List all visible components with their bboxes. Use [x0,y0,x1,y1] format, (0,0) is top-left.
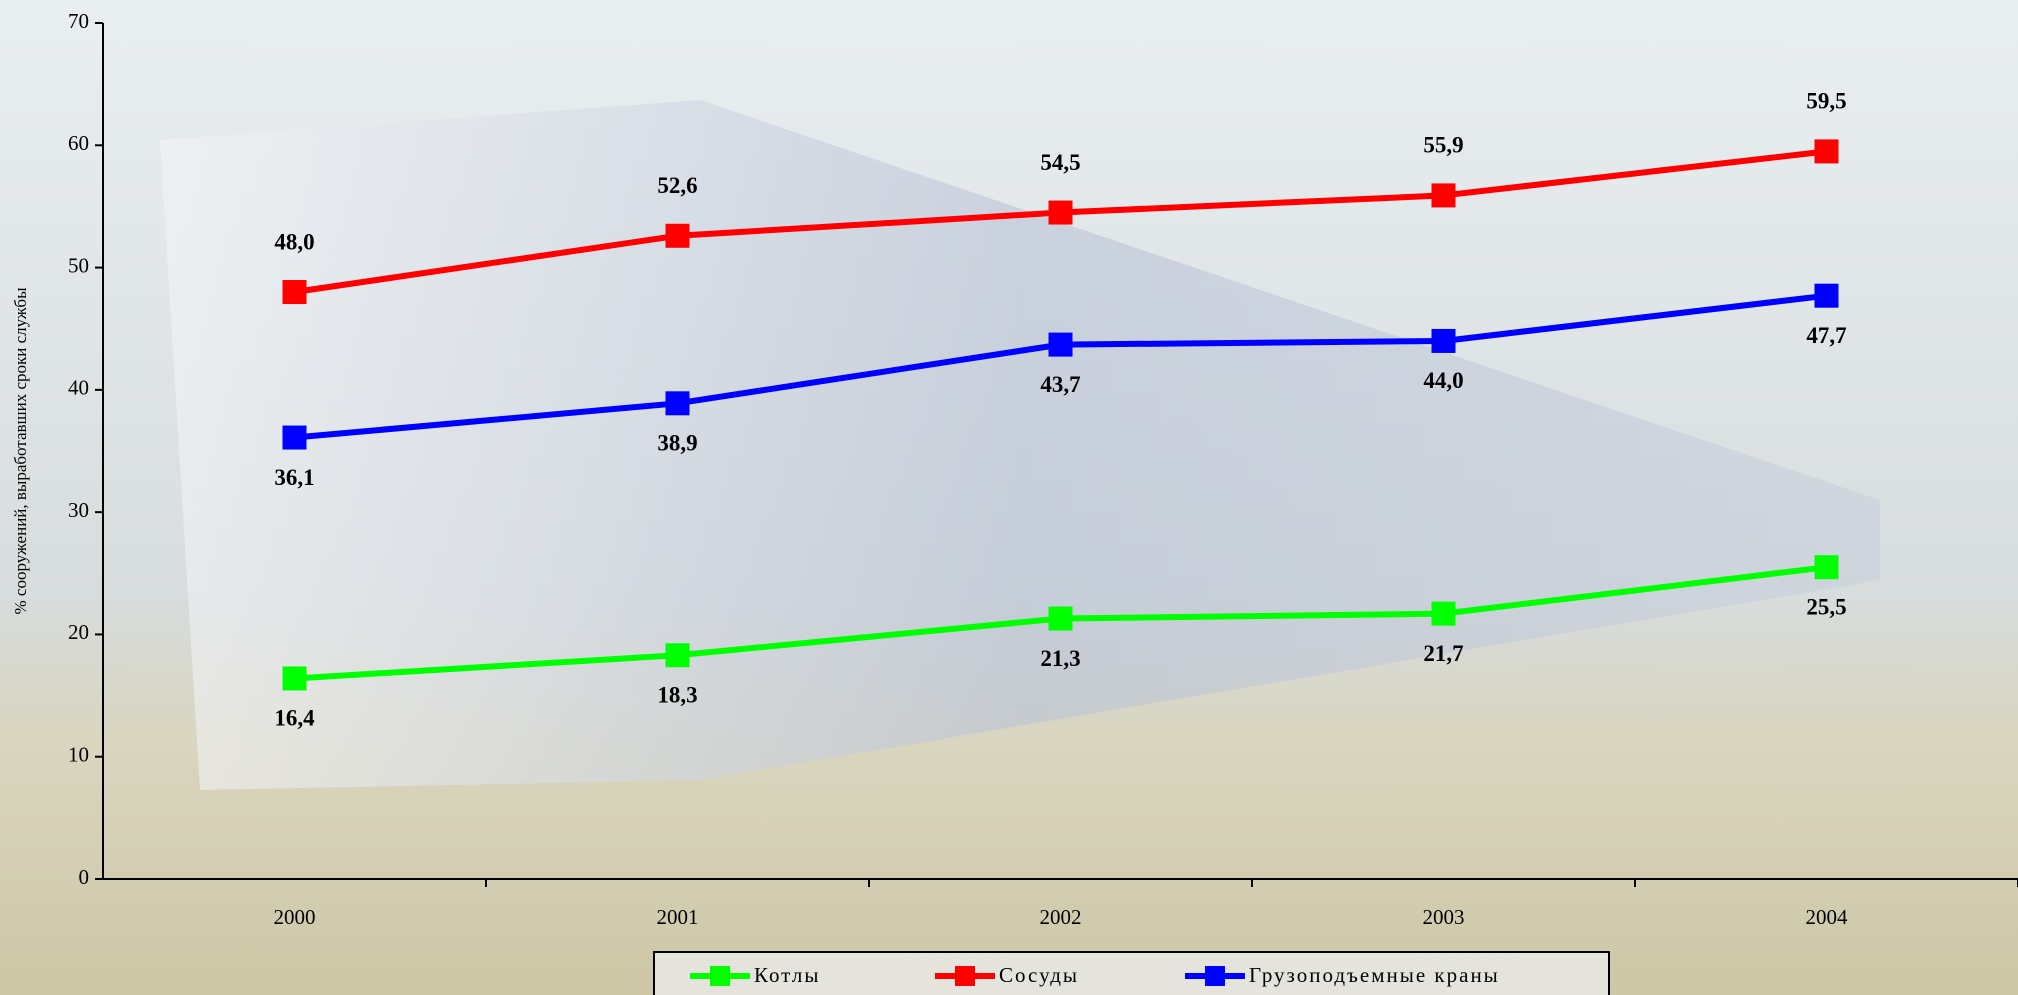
value-label: 18,3 [657,682,697,707]
marker [665,643,690,668]
x-tick-label: 2002 [1040,905,1082,929]
y-tick-label: 70 [68,9,89,33]
marker [1048,200,1073,225]
marker [1814,283,1839,308]
marker [1431,601,1456,626]
legend-marker [710,966,730,986]
value-label: 43,7 [1040,372,1080,397]
value-label: 48,0 [274,229,314,254]
value-label: 59,5 [1806,89,1846,114]
value-label: 21,3 [1040,646,1080,671]
legend-marker [1205,966,1225,986]
value-label: 38,9 [657,431,697,456]
x-tick-label: 2004 [1806,905,1849,929]
x-tick-label: 2003 [1423,905,1465,929]
x-tick-label: 2000 [274,905,316,929]
y-tick-label: 20 [68,620,89,644]
x-tick-label: 2001 [657,905,699,929]
value-label: 25,5 [1806,594,1846,619]
marker [1431,328,1456,353]
marker [1048,606,1073,631]
marker [1814,555,1839,580]
y-tick-label: 30 [68,498,89,522]
marker [1814,139,1839,164]
y-tick-label: 60 [68,131,89,155]
value-label: 52,6 [657,173,697,198]
value-label: 44,0 [1423,368,1463,393]
legend-label: Сосуды [999,963,1079,987]
value-label: 55,9 [1423,133,1463,158]
legend-marker [955,966,975,986]
value-label: 47,7 [1806,323,1846,348]
value-label: 16,4 [274,706,315,731]
marker [282,280,307,305]
value-label: 21,7 [1423,641,1463,666]
y-tick-label: 50 [68,253,89,277]
legend-label: Грузоподъемные краны [1249,963,1500,987]
y-tick-label: 0 [79,865,90,889]
marker [1048,332,1073,357]
legend [653,951,1610,995]
marker [282,666,307,691]
marker [665,223,690,248]
y-tick-label: 10 [68,743,89,767]
legend-label: Котлы [754,963,820,987]
value-label: 36,1 [274,465,314,490]
marker [282,425,307,450]
marker [665,391,690,416]
marker [1431,183,1456,208]
y-tick-label: 40 [68,376,89,400]
y-axis-label: % сооружений, выработавших сроки службы [11,287,30,615]
value-label: 54,5 [1040,150,1080,175]
